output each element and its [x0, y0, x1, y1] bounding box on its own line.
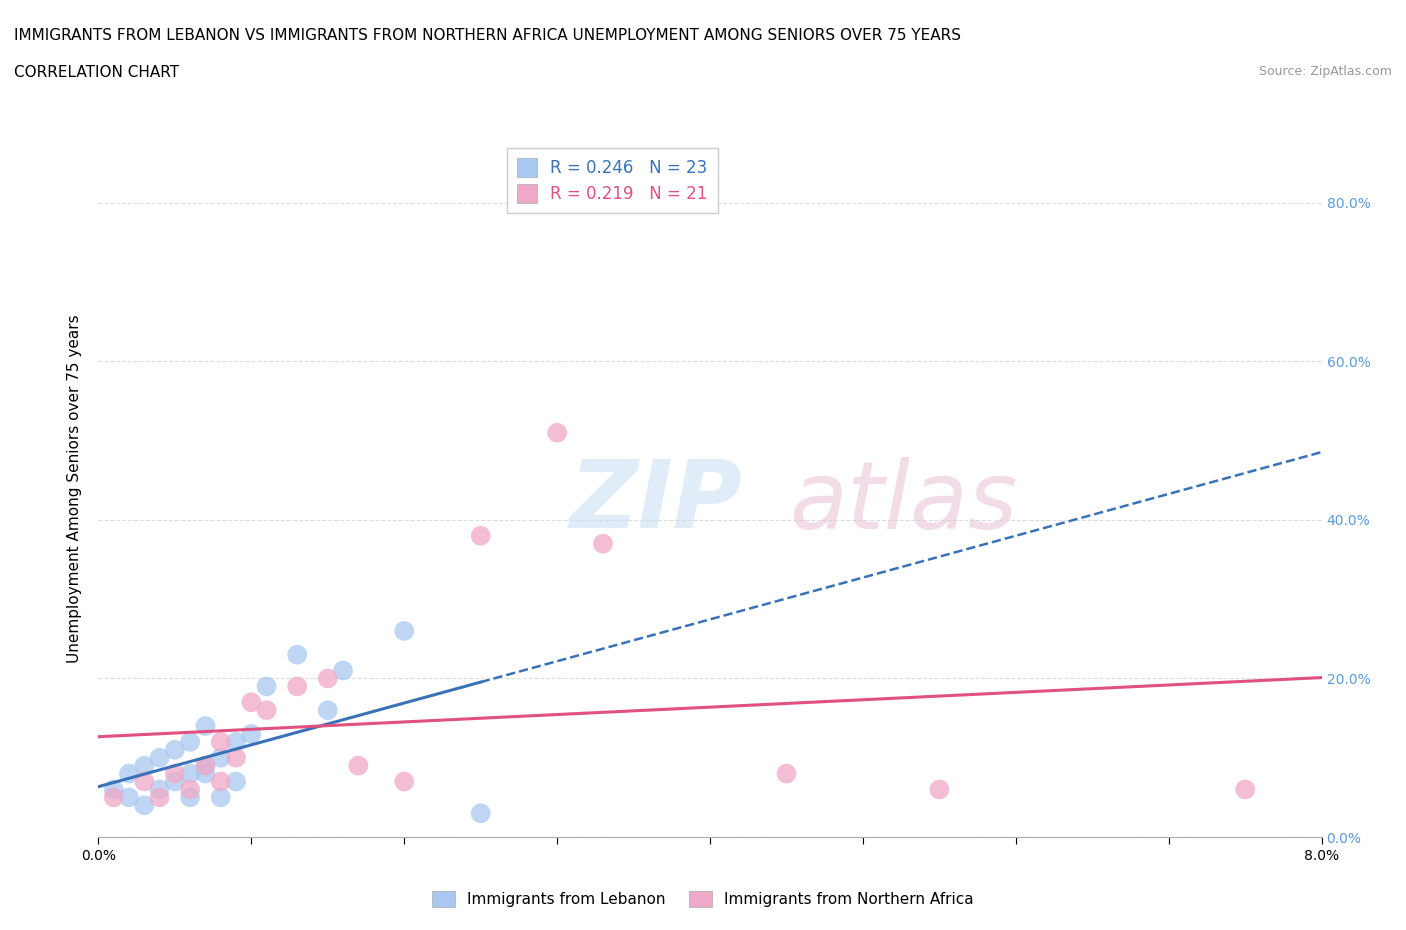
Point	[470, 805, 492, 820]
Legend: Immigrants from Lebanon, Immigrants from Northern Africa: Immigrants from Lebanon, Immigrants from…	[426, 884, 980, 913]
Point	[332, 663, 354, 678]
Point	[179, 782, 201, 797]
Point	[347, 758, 370, 773]
Point	[775, 766, 797, 781]
Point	[134, 758, 156, 773]
Text: atlas: atlas	[790, 457, 1018, 548]
Point	[316, 703, 339, 718]
Point	[209, 774, 232, 789]
Point	[240, 726, 263, 741]
Text: Source: ZipAtlas.com: Source: ZipAtlas.com	[1258, 65, 1392, 78]
Point	[592, 537, 614, 551]
Point	[134, 774, 156, 789]
Point	[392, 774, 416, 789]
Point	[256, 679, 278, 694]
Point	[179, 790, 201, 804]
Point	[256, 703, 278, 718]
Point	[316, 671, 339, 686]
Point	[118, 766, 141, 781]
Point	[194, 719, 217, 734]
Point	[179, 766, 201, 781]
Point	[163, 774, 186, 789]
Point	[209, 735, 232, 750]
Point	[103, 790, 125, 804]
Point	[240, 695, 263, 710]
Point	[225, 735, 247, 750]
Legend: R = 0.246   N = 23, R = 0.219   N = 21: R = 0.246 N = 23, R = 0.219 N = 21	[506, 148, 717, 213]
Point	[1234, 782, 1257, 797]
Point	[149, 782, 172, 797]
Point	[103, 782, 125, 797]
Y-axis label: Unemployment Among Seniors over 75 years: Unemployment Among Seniors over 75 years	[67, 314, 83, 662]
Point	[118, 790, 141, 804]
Point	[225, 774, 247, 789]
Point	[163, 766, 186, 781]
Point	[470, 528, 492, 543]
Point	[392, 623, 416, 638]
Point	[179, 735, 201, 750]
Point	[194, 758, 217, 773]
Point	[209, 751, 232, 765]
Point	[149, 751, 172, 765]
Text: ZIP: ZIP	[569, 457, 742, 548]
Point	[285, 647, 308, 662]
Text: CORRELATION CHART: CORRELATION CHART	[14, 65, 179, 80]
Point	[149, 790, 172, 804]
Point	[209, 790, 232, 804]
Point	[225, 751, 247, 765]
Point	[928, 782, 950, 797]
Point	[194, 758, 217, 773]
Point	[163, 742, 186, 757]
Point	[134, 798, 156, 813]
Point	[285, 679, 308, 694]
Point	[194, 766, 217, 781]
Point	[546, 425, 568, 440]
Text: IMMIGRANTS FROM LEBANON VS IMMIGRANTS FROM NORTHERN AFRICA UNEMPLOYMENT AMONG SE: IMMIGRANTS FROM LEBANON VS IMMIGRANTS FR…	[14, 28, 962, 43]
